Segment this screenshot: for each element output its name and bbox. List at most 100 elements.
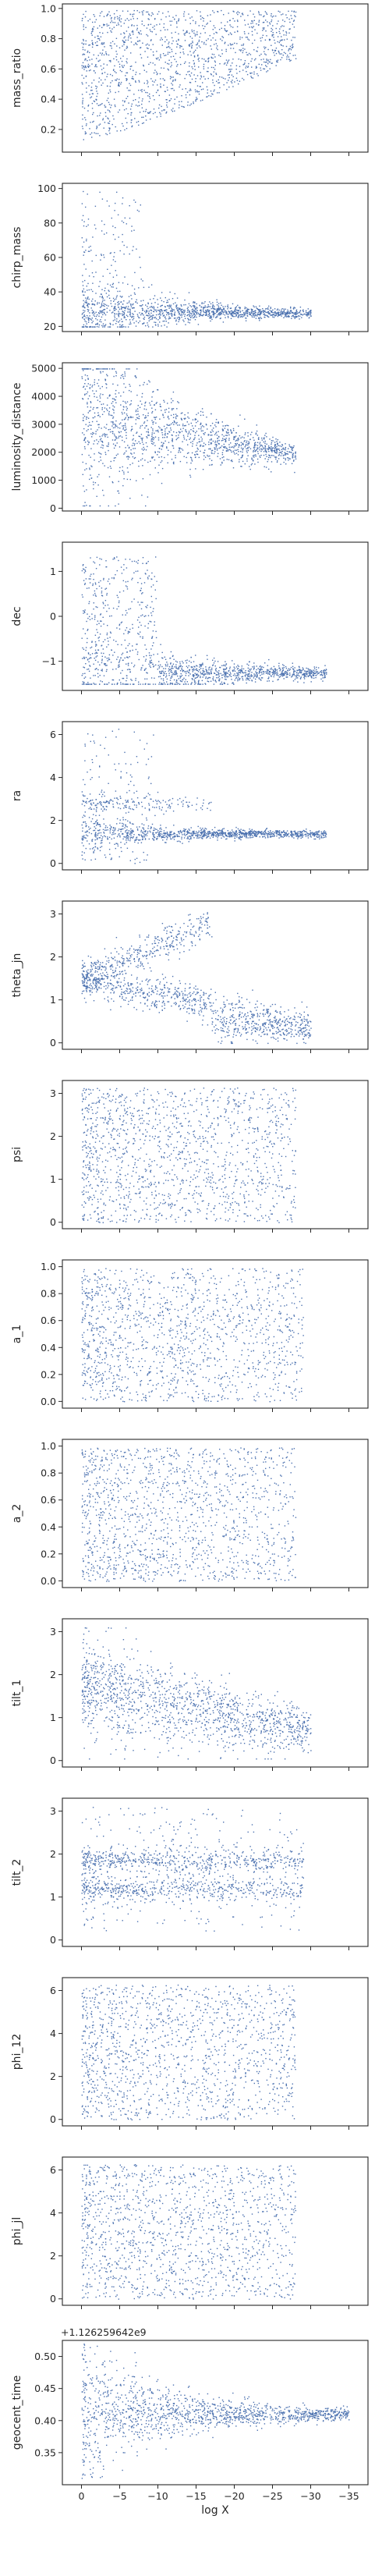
data-point: [178, 437, 179, 438]
data-point: [260, 318, 263, 319]
data-point: [239, 38, 241, 40]
data-point: [88, 368, 90, 370]
data-point: [137, 410, 139, 412]
data-point: [202, 672, 203, 674]
data-point: [108, 414, 110, 416]
data-point: [172, 445, 173, 446]
data-point: [228, 446, 230, 448]
data-point: [222, 425, 224, 427]
data-point: [248, 441, 249, 442]
data-point: [216, 80, 218, 82]
data-point: [189, 81, 191, 83]
data-point: [175, 72, 177, 73]
data-point: [225, 450, 228, 452]
data-point: [212, 29, 214, 30]
data-point: [258, 310, 260, 312]
data-point: [271, 669, 273, 670]
data-point: [158, 456, 160, 458]
data-point: [253, 71, 255, 73]
data-point: [87, 321, 90, 323]
data-point: [184, 34, 186, 36]
data-point: [133, 44, 135, 46]
data-point: [230, 676, 232, 677]
data-point: [251, 316, 253, 318]
data-point: [94, 300, 96, 302]
data-point: [165, 676, 167, 678]
data-point: [290, 312, 292, 314]
data-point: [233, 311, 235, 313]
data-point: [121, 326, 122, 328]
data-point: [237, 449, 239, 450]
data-point: [131, 601, 133, 603]
data-point: [100, 456, 101, 458]
data-point: [84, 16, 87, 18]
data-point: [94, 42, 97, 44]
data-point: [97, 35, 98, 37]
data-point: [260, 69, 262, 71]
data-point: [91, 63, 93, 65]
data-point: [130, 304, 132, 306]
data-point: [211, 429, 213, 431]
data-point: [214, 313, 216, 314]
data-point: [204, 312, 206, 314]
data-point: [236, 80, 239, 81]
data-point: [219, 311, 221, 313]
data-point: [203, 445, 204, 447]
data-point: [287, 315, 288, 318]
data-point: [119, 470, 120, 472]
data-point: [219, 314, 221, 316]
data-point: [225, 668, 228, 669]
data-point: [254, 463, 256, 465]
data-point: [137, 105, 139, 107]
data-point: [188, 319, 189, 321]
data-point: [282, 45, 284, 47]
data-point: [88, 578, 90, 580]
data-point: [140, 54, 141, 55]
data-point: [285, 52, 286, 55]
data-point: [95, 645, 97, 647]
data-point: [134, 456, 136, 459]
data-point: [181, 101, 182, 102]
data-point: [184, 318, 186, 319]
data-point: [212, 304, 214, 307]
data-point: [118, 503, 119, 505]
data-point: [87, 425, 89, 427]
data-point: [283, 449, 285, 450]
data-point: [93, 120, 94, 122]
data-point: [281, 667, 284, 669]
data-point: [264, 48, 266, 50]
data-point: [127, 311, 129, 313]
data-point: [230, 459, 232, 462]
data-point: [133, 457, 136, 459]
data-point: [87, 412, 89, 413]
data-point: [121, 325, 122, 326]
data-point: [151, 80, 154, 82]
data-point: [194, 680, 196, 682]
data-point: [101, 587, 103, 589]
data-point: [222, 430, 224, 431]
data-point: [196, 450, 198, 452]
data-point: [147, 303, 149, 305]
data-point: [247, 673, 249, 675]
data-point: [145, 442, 147, 444]
data-point: [288, 316, 289, 318]
data-point: [272, 673, 274, 676]
data-point: [114, 683, 115, 685]
y-tick-label: 1.0: [41, 2, 56, 14]
data-point: [293, 316, 295, 318]
data-point: [267, 62, 269, 65]
data-point: [256, 447, 258, 449]
data-point: [200, 89, 203, 90]
data-point: [211, 318, 213, 321]
data-point: [189, 673, 191, 675]
data-point: [196, 676, 198, 678]
data-point: [264, 317, 266, 318]
data-point: [126, 407, 128, 410]
data-point: [288, 444, 290, 445]
data-point: [101, 305, 103, 307]
data-point: [139, 312, 140, 314]
data-point: [90, 406, 92, 408]
data-point: [129, 683, 131, 685]
data-point: [82, 432, 83, 434]
data-point: [145, 668, 147, 669]
